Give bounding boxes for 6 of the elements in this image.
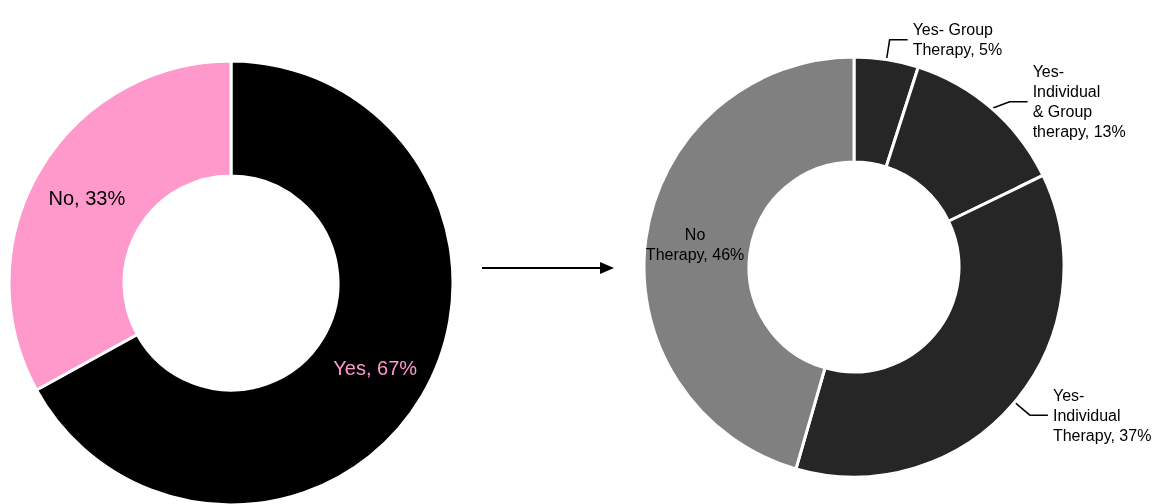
slice-label: No Therapy, 46% bbox=[645, 226, 745, 264]
slice-label: Yes- Individual & Group therapy, 13% bbox=[1032, 63, 1126, 141]
slice-label: Yes- Individual Therapy, 37% bbox=[1052, 386, 1152, 444]
slice-label: Yes- Group Therapy, 5% bbox=[912, 21, 1003, 59]
slice-label: Yes, 67% bbox=[333, 357, 418, 380]
slice-label: No, 33% bbox=[48, 186, 126, 209]
